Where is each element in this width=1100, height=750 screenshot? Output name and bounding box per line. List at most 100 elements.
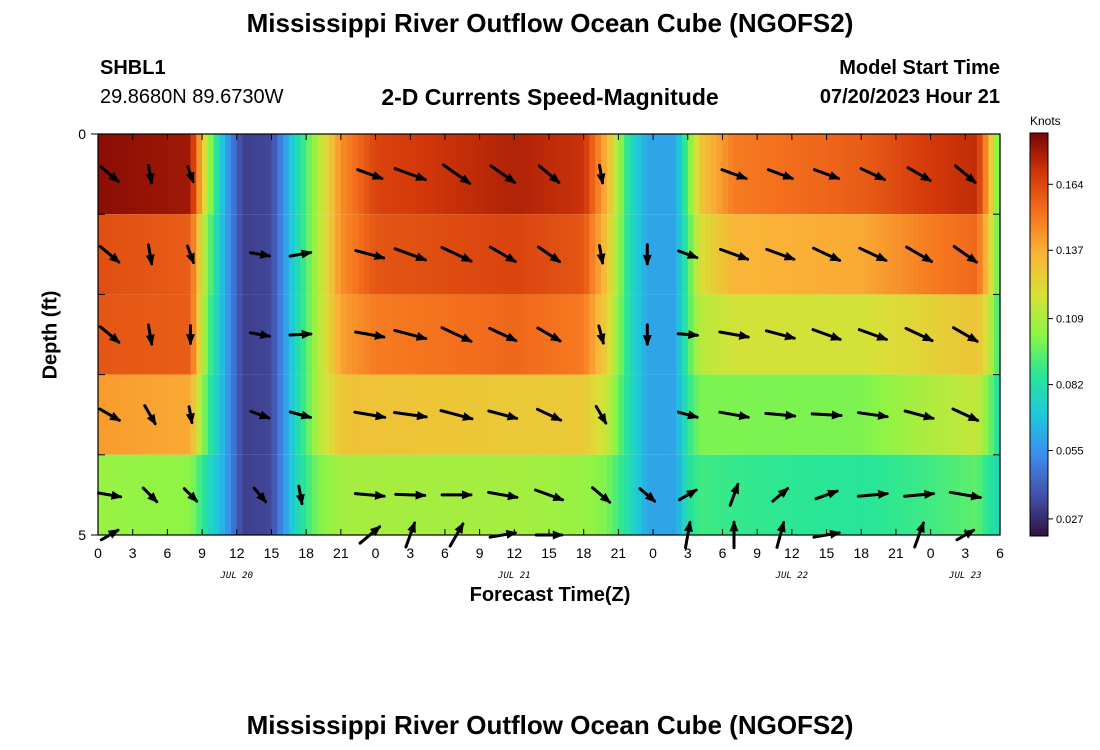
heatmap-cell — [381, 214, 388, 295]
heatmap-cell — [242, 294, 249, 375]
heatmap-cell — [635, 454, 643, 535]
heatmap-cell — [549, 214, 556, 295]
heatmap-cell — [907, 294, 914, 375]
heatmap-cell — [942, 454, 949, 535]
heatmap-cell — [121, 454, 128, 535]
heatmap-cell — [797, 134, 805, 215]
current-arrow — [288, 410, 313, 420]
heatmap-cell — [421, 374, 429, 455]
heatmap-cell — [508, 294, 515, 375]
heatmap-cell — [462, 134, 469, 215]
heatmap-cell — [479, 454, 486, 535]
x-tick-label: 3 — [406, 545, 414, 561]
heatmap-cell — [346, 454, 354, 535]
x-tick-label: 12 — [229, 545, 245, 561]
heatmap-cell — [936, 214, 943, 295]
heatmap-cell — [121, 214, 128, 295]
heatmap-cell — [514, 294, 521, 375]
heatmap-cell — [236, 374, 244, 455]
heatmap-cell — [520, 374, 527, 455]
arrow-head — [187, 491, 199, 503]
y-tick-label: 0 — [78, 126, 86, 142]
colorbar-units-label: Knots — [1030, 114, 1061, 128]
heatmap-cell — [202, 374, 209, 455]
heatmap-cell — [358, 214, 365, 295]
heatmap-cell — [300, 134, 307, 215]
heatmap-cell — [560, 294, 567, 375]
heatmap-cell — [554, 294, 562, 375]
heatmap-cell — [288, 134, 296, 215]
heatmap-cell — [745, 294, 752, 375]
current-arrow — [248, 250, 272, 259]
heatmap-cell — [832, 454, 839, 535]
arrow-head — [460, 333, 473, 343]
current-arrow — [145, 163, 155, 185]
current-arrow — [591, 486, 612, 504]
current-arrow — [952, 245, 979, 264]
heatmap-cell — [751, 134, 758, 215]
heatmap-cell — [861, 134, 868, 215]
heatmap-cell — [653, 134, 660, 215]
current-arrow — [642, 243, 652, 266]
heatmap-cell — [606, 134, 614, 215]
current-arrow — [353, 410, 387, 421]
arrow-head — [970, 491, 983, 501]
x-tick-label: 3 — [684, 545, 692, 561]
heatmap-cell — [207, 374, 215, 455]
heatmap-cell — [381, 134, 388, 215]
heatmap-cell — [757, 134, 764, 215]
heatmap-cell — [919, 214, 926, 295]
heatmap-cell — [109, 214, 116, 295]
heatmap-cell — [306, 374, 313, 455]
current-arrow — [718, 410, 751, 421]
heatmap-cell — [629, 454, 637, 535]
heatmap-cell — [525, 454, 533, 535]
heatmap-cell — [774, 454, 781, 535]
current-arrow — [906, 166, 932, 182]
current-arrow — [596, 244, 606, 265]
heatmap-cell — [803, 214, 810, 295]
heatmap-cell — [653, 294, 660, 375]
heatmap-cell — [861, 294, 868, 375]
arrow-head — [506, 411, 519, 421]
heatmap-cell — [473, 294, 481, 375]
heatmap-cell — [456, 134, 463, 215]
heatmap-cell — [335, 134, 342, 215]
heatmap-cell — [335, 374, 342, 455]
arrow-head — [110, 490, 123, 500]
heatmap-cell — [132, 374, 140, 455]
arrow-head — [407, 521, 416, 533]
heatmap-cell — [670, 374, 677, 455]
heatmap-cell — [612, 134, 619, 215]
heatmap-cell — [670, 134, 677, 215]
current-arrow — [903, 409, 935, 421]
current-arrow — [594, 404, 608, 425]
arrow-head — [967, 412, 980, 422]
heatmap-cell — [895, 294, 903, 375]
arrow-head — [462, 412, 474, 421]
y-axis-label: Depth (ft) — [39, 290, 62, 380]
current-arrow — [99, 165, 120, 183]
heatmap-cell — [444, 294, 452, 375]
current-arrow — [145, 243, 155, 266]
heatmap-cell — [265, 374, 273, 455]
heatmap-cell — [155, 374, 163, 455]
heatmap-cell — [514, 214, 521, 295]
arrow-head — [782, 171, 795, 180]
current-arrow — [488, 245, 517, 263]
heatmap-cell — [838, 454, 845, 535]
arrow-head — [505, 253, 517, 263]
heatmap-cell — [352, 294, 359, 375]
heatmap-cell — [219, 214, 226, 295]
heatmap-cell — [751, 214, 758, 295]
heatmap-cell — [155, 294, 163, 375]
heatmap-cell — [213, 134, 221, 215]
heatmap-cell — [167, 454, 174, 535]
heatmap-cell — [433, 454, 440, 535]
heatmap-cell — [392, 134, 400, 215]
current-arrow — [534, 488, 565, 502]
heatmap-cell — [722, 214, 729, 295]
current-arrow — [488, 326, 518, 343]
heatmap-cell — [236, 134, 244, 215]
heatmap-cell — [988, 454, 995, 535]
